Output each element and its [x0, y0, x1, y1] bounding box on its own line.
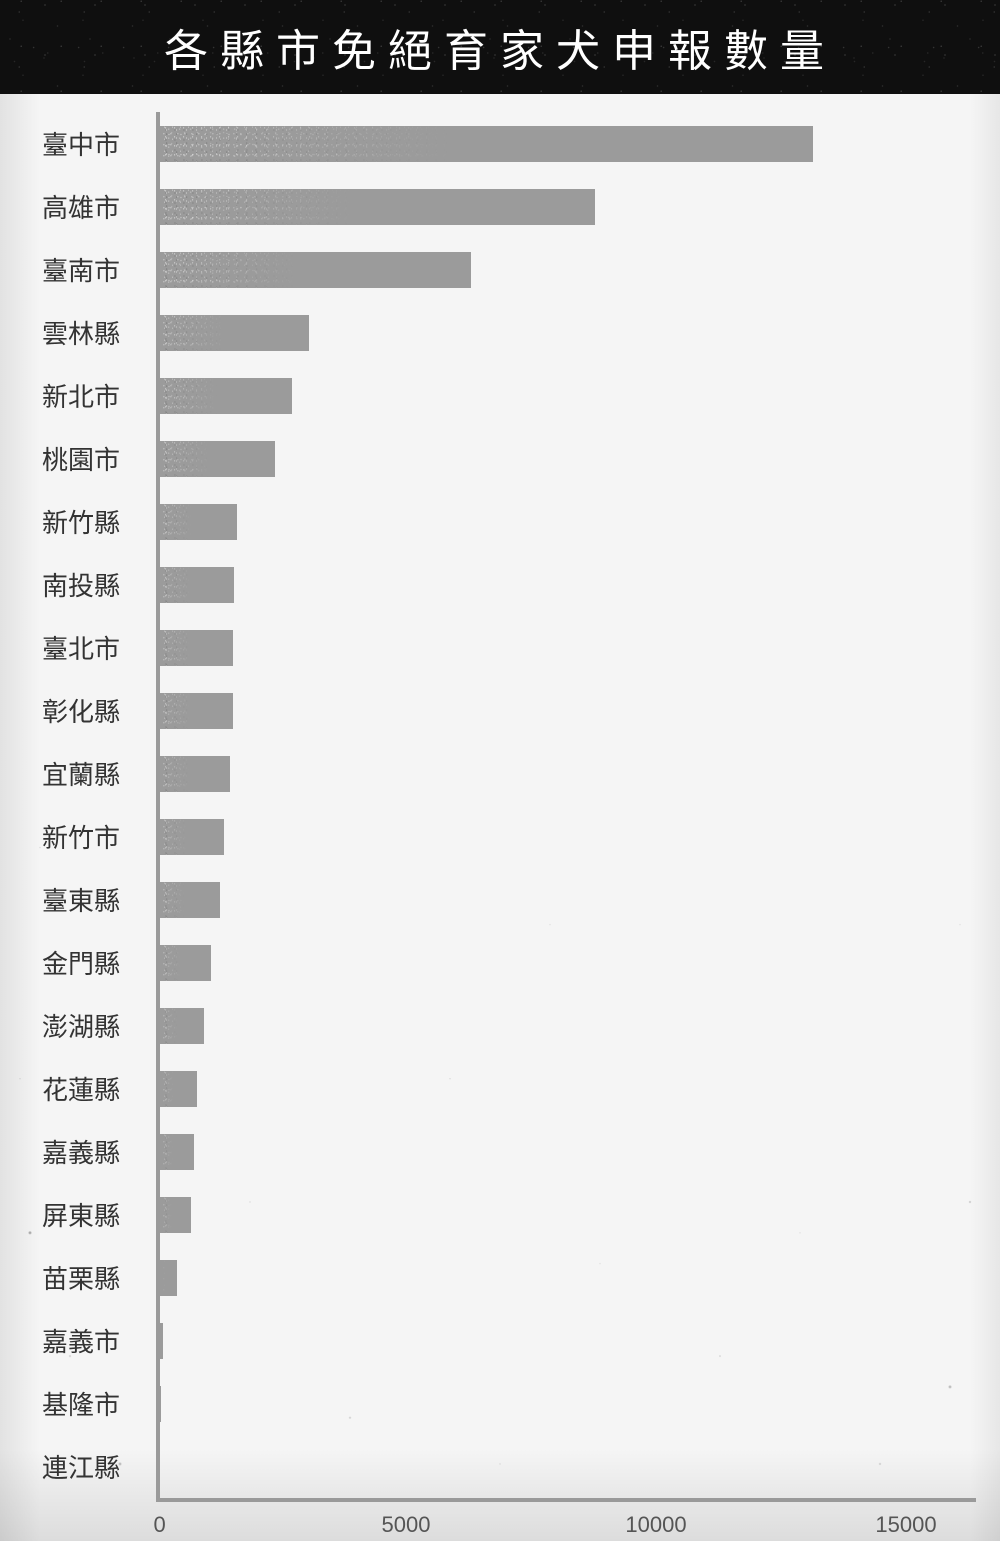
category-label: 南投縣	[0, 566, 140, 603]
bar-row: 臺北市1547	[156, 616, 960, 679]
bar-row: 宜蘭縣1479	[156, 742, 960, 805]
bar-row: 桃園市2379	[156, 427, 960, 490]
category-label: 澎湖縣	[0, 1007, 140, 1044]
bar: 709	[156, 1197, 191, 1233]
category-label: 彰化縣	[0, 692, 140, 729]
bar-row: 南投縣1568	[156, 553, 960, 616]
bar: 2715	[156, 378, 292, 414]
bar: 1102	[156, 945, 211, 981]
bar: 819	[156, 1071, 197, 1107]
bar-row: 臺南市6300	[156, 238, 960, 301]
category-label: 新竹市	[0, 818, 140, 855]
chart-area: 臺中市13146高雄市8773臺南市6300雲林縣3054新北市2715桃園市2…	[0, 112, 1000, 1498]
bar: 1278	[156, 882, 220, 918]
category-label: 屏東縣	[0, 1196, 140, 1233]
category-label: 花蓮縣	[0, 1070, 140, 1107]
category-label: 臺北市	[0, 629, 140, 666]
category-label: 苗栗縣	[0, 1259, 140, 1296]
bar-row: 嘉義縣751	[156, 1120, 960, 1183]
category-label: 臺東縣	[0, 881, 140, 918]
x-tick-label: 5000	[382, 1512, 431, 1538]
bar: 13146	[156, 126, 813, 162]
category-label: 連江縣	[0, 1448, 140, 1485]
category-label: 新竹縣	[0, 503, 140, 540]
category-label: 金門縣	[0, 944, 140, 981]
bar: 2379	[156, 441, 275, 477]
chart-title: 各縣市免絕育家犬申報數量	[164, 15, 836, 79]
category-label: 宜蘭縣	[0, 755, 140, 792]
bar-row: 臺東縣1278	[156, 868, 960, 931]
bar-row: 基隆市90	[156, 1372, 960, 1435]
bar-row: 新北市2715	[156, 364, 960, 427]
bar-row: 嘉義市143	[156, 1309, 960, 1372]
bar-row: 新竹縣1612	[156, 490, 960, 553]
x-tick-label: 10000	[625, 1512, 686, 1538]
bar: 751	[156, 1134, 194, 1170]
bar: 3054	[156, 315, 309, 351]
bar: 961	[156, 1008, 204, 1044]
x-tick-label: 15000	[875, 1512, 936, 1538]
y-axis-line	[156, 112, 160, 1502]
chart-title-bar: 各縣市免絕育家犬申報數量	[0, 0, 1000, 94]
category-label: 基隆市	[0, 1385, 140, 1422]
bar: 6300	[156, 252, 471, 288]
category-label: 高雄市	[0, 188, 140, 225]
category-label: 雲林縣	[0, 314, 140, 351]
bar-row: 苗栗縣420	[156, 1246, 960, 1309]
bar-row: 雲林縣3054	[156, 301, 960, 364]
category-label: 臺南市	[0, 251, 140, 288]
bar-row: 屏東縣709	[156, 1183, 960, 1246]
category-label: 嘉義縣	[0, 1133, 140, 1170]
x-tick-label: 0	[154, 1512, 166, 1538]
category-label: 桃園市	[0, 440, 140, 477]
bar-row: 新竹市1367	[156, 805, 960, 868]
category-label: 臺中市	[0, 125, 140, 162]
bar-series: 臺中市13146高雄市8773臺南市6300雲林縣3054新北市2715桃園市2…	[156, 112, 960, 1498]
bar-row: 澎湖縣961	[156, 994, 960, 1057]
x-axis-line	[156, 1498, 976, 1502]
category-label: 嘉義市	[0, 1322, 140, 1359]
bar: 1536	[156, 693, 233, 729]
bar: 1479	[156, 756, 230, 792]
bar: 1612	[156, 504, 237, 540]
bar-row: 彰化縣1536	[156, 679, 960, 742]
category-label: 新北市	[0, 377, 140, 414]
bar-row: 臺中市13146	[156, 112, 960, 175]
bar: 1568	[156, 567, 234, 603]
bar-row: 連江縣9	[156, 1435, 960, 1498]
bar-row: 金門縣1102	[156, 931, 960, 994]
bar-row: 花蓮縣819	[156, 1057, 960, 1120]
bar-row: 高雄市8773	[156, 175, 960, 238]
bar: 1547	[156, 630, 233, 666]
bar: 8773	[156, 189, 595, 225]
bar: 1367	[156, 819, 224, 855]
